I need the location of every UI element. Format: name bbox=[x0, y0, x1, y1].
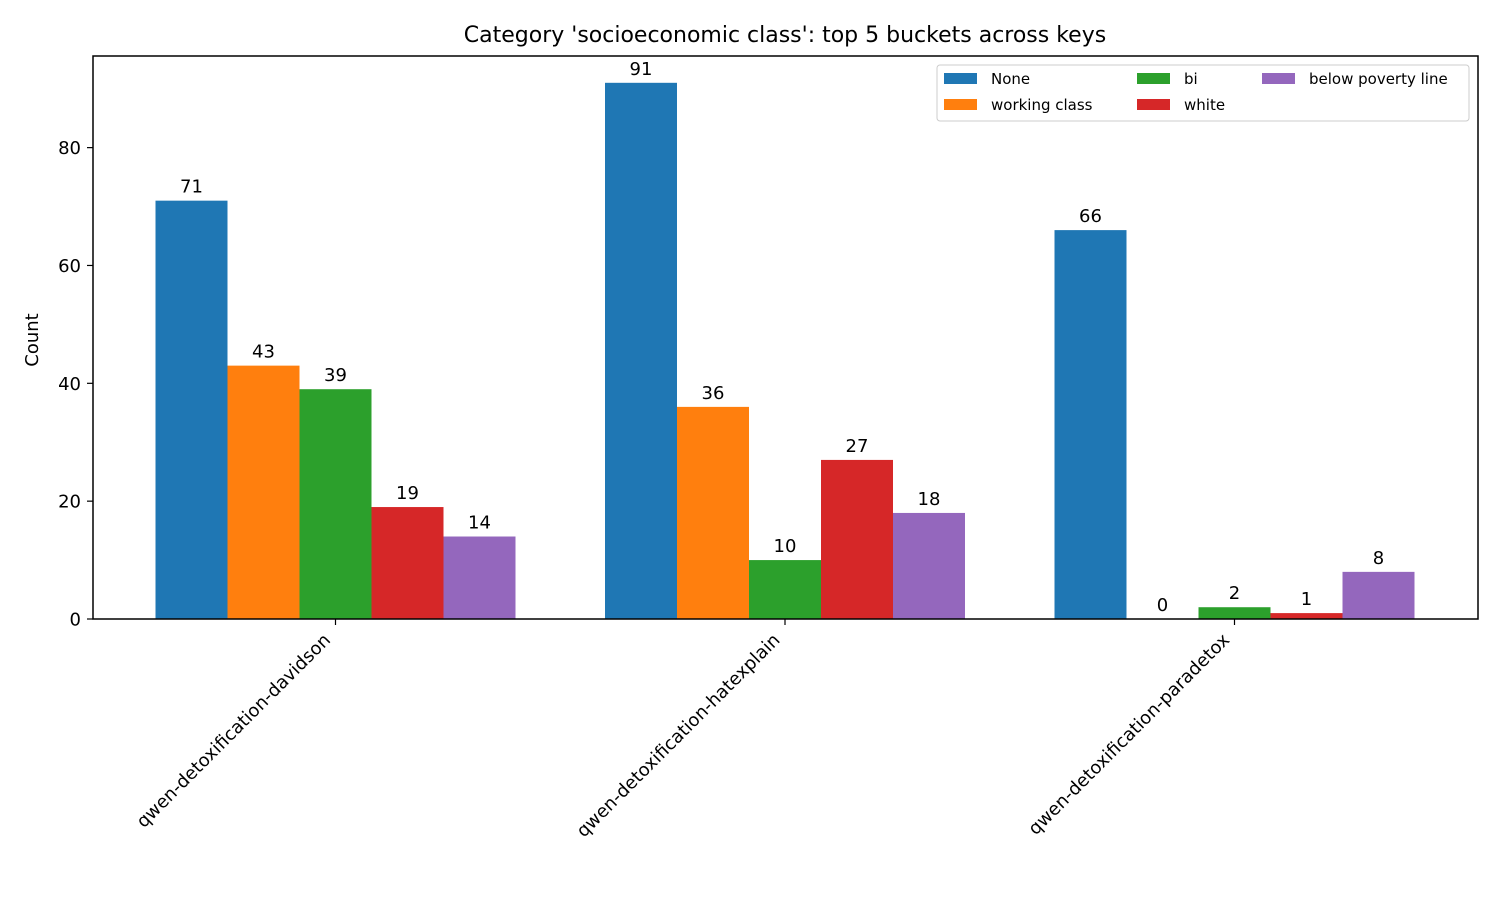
y-tick-label: 20 bbox=[58, 492, 81, 513]
legend-swatch bbox=[944, 99, 977, 110]
data-label: 18 bbox=[918, 489, 941, 510]
bar bbox=[443, 536, 516, 619]
data-label: 71 bbox=[180, 177, 203, 198]
legend-label: white bbox=[1184, 96, 1225, 114]
legend-swatch bbox=[944, 73, 977, 84]
data-label: 14 bbox=[468, 513, 491, 534]
x-tick-label: qwen-detoxification-hatexplain bbox=[573, 630, 785, 842]
y-tick-label: 40 bbox=[58, 374, 81, 395]
legend-swatch bbox=[1137, 73, 1170, 84]
data-label: 0 bbox=[1157, 595, 1168, 616]
bar bbox=[1054, 230, 1127, 619]
y-axis-ticks: 0 20 40 60 80 bbox=[58, 138, 93, 631]
y-tick-label: 80 bbox=[58, 138, 81, 159]
legend-label: below poverty line bbox=[1309, 70, 1448, 88]
x-tick-label: qwen-detoxification-davidson bbox=[133, 630, 335, 832]
data-label: 66 bbox=[1079, 206, 1102, 227]
bar bbox=[893, 512, 965, 619]
plot-frame bbox=[92, 55, 1479, 620]
bar bbox=[749, 560, 821, 619]
legend: None working class bi white below poverty li… bbox=[936, 64, 1470, 122]
bar bbox=[155, 200, 228, 620]
y-tick-label: 60 bbox=[58, 256, 81, 277]
y-tick-label: 0 bbox=[70, 610, 81, 631]
bar bbox=[227, 365, 300, 619]
x-axis-ticks: qwen-detoxification-davidson qwen-detoxif… bbox=[133, 619, 1236, 842]
legend-label: None bbox=[991, 70, 1030, 88]
y-axis-label: Count bbox=[22, 313, 43, 366]
legend-swatch bbox=[1137, 99, 1170, 110]
legend-swatch bbox=[1262, 73, 1295, 84]
data-label: 27 bbox=[846, 436, 869, 457]
data-label: 43 bbox=[252, 342, 275, 363]
bar bbox=[605, 82, 677, 620]
bars-group bbox=[155, 82, 1415, 620]
data-label: 39 bbox=[324, 365, 347, 386]
bar bbox=[821, 459, 893, 619]
legend-label: working class bbox=[991, 96, 1093, 114]
chart-title: Category 'socioeconomic class': top 5 bu… bbox=[464, 23, 1106, 48]
data-label: 19 bbox=[396, 483, 419, 504]
bar bbox=[1270, 613, 1343, 619]
data-label: 2 bbox=[1229, 583, 1240, 604]
data-labels-group: 71 91 66 43 36 0 39 10 2 19 27 1 14 18 8 bbox=[180, 59, 1384, 616]
legend-label: bi bbox=[1184, 70, 1198, 88]
data-label: 1 bbox=[1301, 589, 1312, 610]
x-tick-label: qwen-detoxification-paradetox bbox=[1024, 629, 1234, 839]
bar bbox=[1198, 607, 1271, 619]
data-label: 36 bbox=[702, 383, 725, 404]
data-label: 8 bbox=[1373, 548, 1384, 569]
bar bbox=[677, 406, 749, 619]
data-label: 10 bbox=[774, 536, 797, 557]
data-label: 91 bbox=[630, 59, 653, 80]
legend-frame bbox=[936, 64, 1470, 122]
bar bbox=[371, 507, 444, 619]
bar bbox=[1342, 571, 1415, 619]
bar bbox=[299, 389, 372, 619]
